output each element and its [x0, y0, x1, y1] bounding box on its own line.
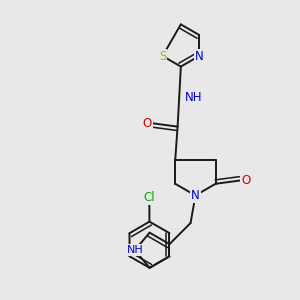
Text: O: O — [143, 117, 152, 130]
Text: N: N — [195, 50, 203, 62]
Text: O: O — [241, 174, 250, 187]
Text: Cl: Cl — [143, 191, 155, 204]
Text: NH: NH — [127, 245, 143, 255]
Text: N: N — [191, 189, 200, 202]
Text: S: S — [159, 50, 166, 62]
Text: NH: NH — [184, 91, 202, 104]
